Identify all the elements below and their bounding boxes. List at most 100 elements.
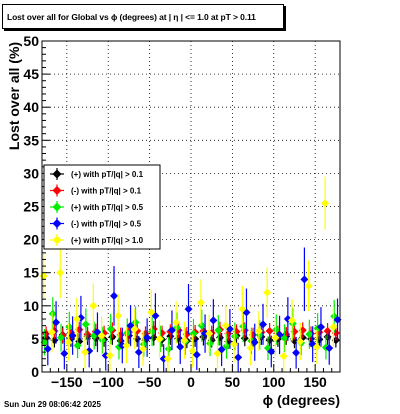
data-point	[316, 322, 325, 331]
data-point	[118, 341, 127, 350]
x-tick-label: −100	[92, 374, 124, 390]
y-tick-label: 5	[31, 331, 39, 347]
data-point	[81, 348, 90, 357]
data-point	[184, 305, 193, 314]
data-point	[65, 322, 74, 331]
data-point	[265, 326, 274, 335]
legend-label: (+) with pT/|q| > 0.1	[71, 170, 144, 179]
axis-ticks	[41, 40, 341, 373]
data-point	[222, 342, 231, 351]
y-tick-label: 45	[23, 66, 39, 82]
data-point	[196, 298, 205, 307]
data-point	[60, 349, 69, 358]
data-point	[312, 342, 321, 351]
data-point	[130, 324, 139, 333]
data-point	[304, 281, 313, 290]
data-point	[81, 320, 90, 329]
y-tick-label: 30	[23, 165, 39, 181]
data-point	[131, 318, 140, 327]
data-point	[167, 326, 176, 335]
y-tick-label: 0	[31, 364, 39, 380]
data-point	[254, 326, 263, 335]
data-point	[325, 344, 334, 353]
data-point	[230, 332, 239, 341]
data-point	[329, 322, 338, 331]
data-point	[305, 330, 314, 339]
data-point	[205, 329, 214, 338]
chart-title-box: Lost over all for Global vs ϕ (degrees) …	[2, 4, 284, 29]
data-point	[239, 322, 248, 331]
x-tick-label: 150	[303, 374, 327, 390]
data-point	[206, 339, 215, 348]
data-point	[164, 344, 173, 353]
x-tick-label: 50	[225, 374, 241, 390]
data-point	[292, 348, 301, 357]
data-point	[221, 321, 230, 330]
data-point	[214, 326, 223, 335]
y-tick-label: 10	[23, 298, 39, 314]
data-point	[188, 346, 197, 355]
data-point	[106, 324, 115, 333]
data-point	[296, 337, 305, 346]
data-point	[217, 345, 226, 354]
legend-label: (+) with pT/|q| > 1.0	[71, 236, 144, 245]
data-point	[143, 333, 152, 342]
y-axis-title: Lost over all (%)	[6, 42, 22, 150]
y-tick-label: 15	[23, 265, 39, 281]
data-point	[123, 328, 132, 337]
data-point	[110, 291, 119, 300]
legend-marker	[52, 219, 62, 228]
y-tick-label: 25	[23, 199, 39, 215]
data-point	[209, 316, 218, 325]
series-3	[43, 247, 342, 372]
data-point	[89, 301, 98, 310]
data-point	[230, 340, 239, 349]
data-point	[180, 336, 189, 345]
data-point	[114, 311, 123, 320]
data-point	[159, 354, 168, 363]
data-point	[197, 321, 206, 330]
legend-marker	[52, 186, 62, 195]
data-point	[105, 351, 114, 360]
data-point	[48, 309, 57, 318]
data-point	[97, 331, 106, 340]
data-point	[176, 342, 185, 351]
data-point	[234, 353, 243, 362]
data-point	[287, 316, 296, 325]
x-tick-label: 100	[262, 374, 286, 390]
data-point	[192, 350, 201, 359]
data-point	[279, 352, 288, 361]
data-point	[39, 272, 48, 281]
data-point	[64, 338, 73, 347]
data-point	[163, 354, 172, 363]
footer-timestamp: Sun Jun 29 08:06:42 2025	[4, 400, 101, 409]
legend-marker	[52, 235, 62, 245]
x-tick-label: 0	[187, 374, 195, 390]
data-point	[271, 333, 280, 342]
data-point	[101, 351, 110, 360]
data-point	[172, 318, 181, 327]
data-point	[300, 275, 309, 284]
data-point	[246, 344, 255, 353]
chart-title: Lost over all for Global vs ϕ (degrees) …	[7, 12, 256, 22]
data-point	[201, 329, 210, 338]
legend-marker	[52, 202, 62, 212]
data-point	[321, 199, 330, 208]
legend-label: (-) with pT/|q| > 0.1	[71, 187, 142, 196]
tick-labels: −150 −100 −50 0 50 100 150 0 5 10 15 20 25 30 35 40 45 50	[23, 33, 327, 390]
data-point	[56, 268, 65, 277]
data-point	[323, 326, 332, 335]
legend-label: (+) with pT/|q| > 0.5	[71, 203, 144, 212]
data-point	[47, 328, 56, 337]
data-point	[52, 318, 61, 327]
data-point	[68, 331, 77, 340]
x-tick-label: −50	[138, 374, 162, 390]
data-point	[155, 334, 164, 343]
data-point	[57, 333, 66, 342]
x-tick-label: −150	[51, 374, 83, 390]
data-point	[72, 315, 81, 324]
data-point	[238, 305, 247, 314]
x-axis-title: ϕ (degrees)	[263, 392, 340, 408]
data-point	[259, 320, 268, 329]
